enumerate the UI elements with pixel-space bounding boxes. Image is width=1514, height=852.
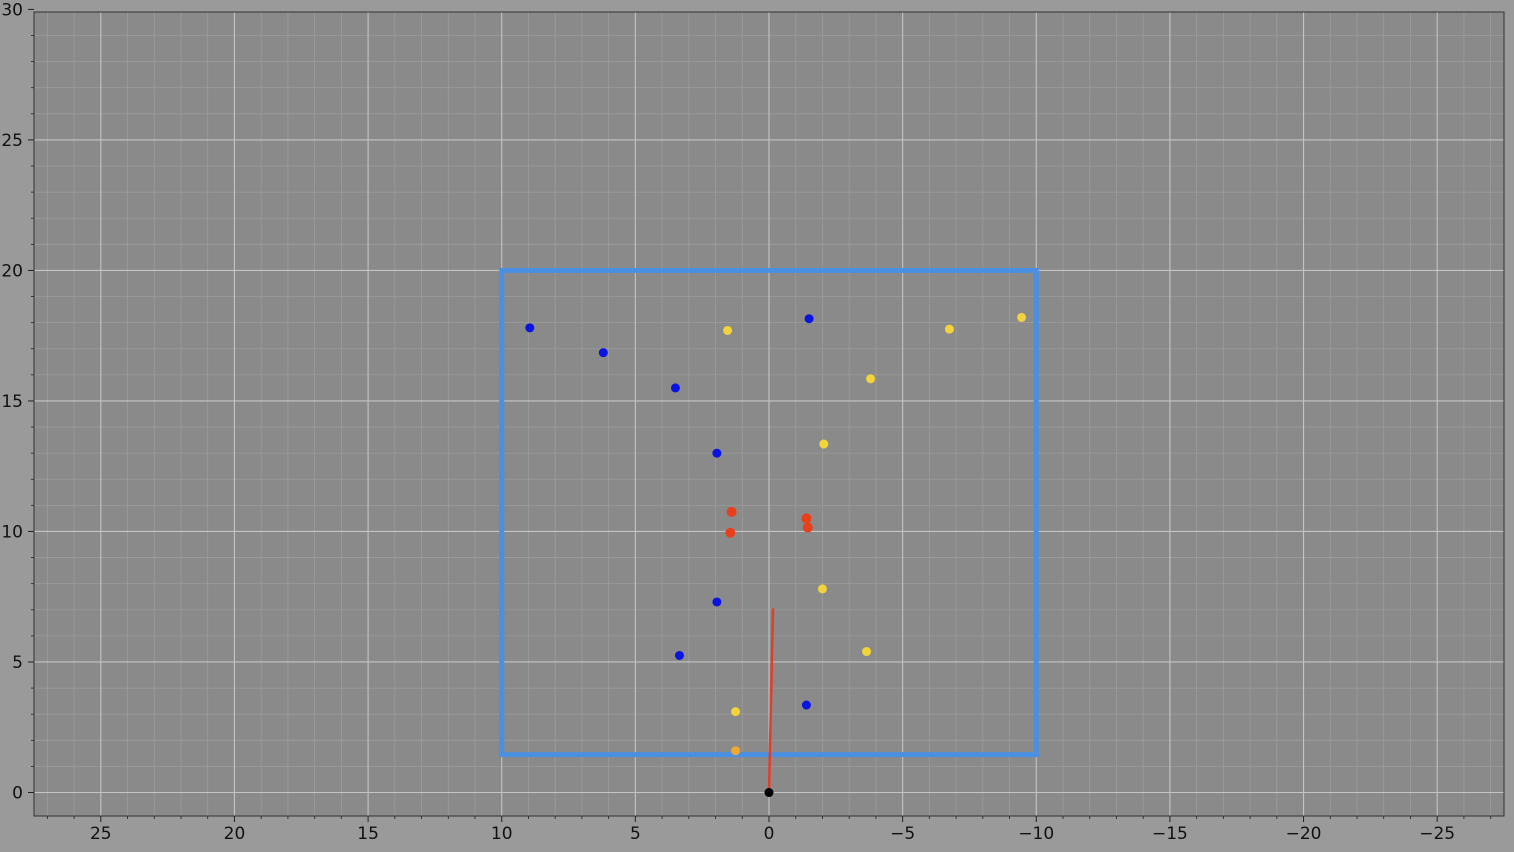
red-point — [725, 527, 736, 538]
x-tick-label: −15 — [1152, 824, 1188, 844]
yellow-point — [944, 324, 954, 334]
x-tick-label: 10 — [491, 824, 513, 844]
red-point — [802, 522, 813, 533]
yellow-point — [1017, 312, 1027, 322]
yellow-point — [819, 439, 829, 449]
orange-point — [731, 746, 741, 756]
yellow-point — [866, 374, 876, 384]
y-tick-label: 10 — [1, 522, 23, 542]
yellow-point — [731, 707, 741, 717]
red-point — [726, 506, 737, 517]
x-tick-label: 0 — [764, 824, 775, 844]
origin-point — [764, 788, 774, 798]
y-tick-label: 25 — [1, 131, 23, 151]
x-tick-label: 20 — [224, 824, 246, 844]
yellow-point — [723, 325, 733, 335]
y-tick-label: 20 — [1, 261, 23, 281]
blue-point — [674, 650, 684, 660]
heading-line-layer — [767, 608, 775, 793]
y-tick-label: 15 — [1, 392, 23, 412]
blue-point — [525, 323, 535, 333]
x-tick-label: −5 — [890, 824, 915, 844]
x-tick-label: −10 — [1018, 824, 1054, 844]
blue-point — [712, 597, 722, 607]
x-axis-tick-labels: 25 20 15 10 5 0 −5 −10 −15 −20 −25 — [90, 824, 1455, 844]
red-point — [801, 513, 812, 524]
y-tick-label: 5 — [12, 653, 23, 673]
blue-point — [801, 700, 811, 710]
blue-point — [670, 383, 680, 393]
x-tick-label: 5 — [630, 824, 641, 844]
heading-line — [767, 608, 775, 793]
x-tick-label: 15 — [357, 824, 379, 844]
y-axis-tick-labels: 0 5 10 15 20 25 30 — [1, 0, 23, 803]
axis-ticks — [28, 8, 1492, 822]
blue-point — [804, 314, 814, 324]
yellow-point — [817, 584, 827, 594]
y-tick-label: 30 — [1, 0, 23, 20]
x-tick-label: −25 — [1419, 824, 1455, 844]
x-tick-label: −20 — [1286, 824, 1322, 844]
scatter-points — [525, 312, 1027, 798]
y-tick-label: 0 — [12, 784, 23, 804]
blue-point — [598, 348, 608, 358]
yellow-point — [862, 647, 872, 657]
blue-point — [712, 448, 722, 458]
x-tick-label: 25 — [90, 824, 112, 844]
